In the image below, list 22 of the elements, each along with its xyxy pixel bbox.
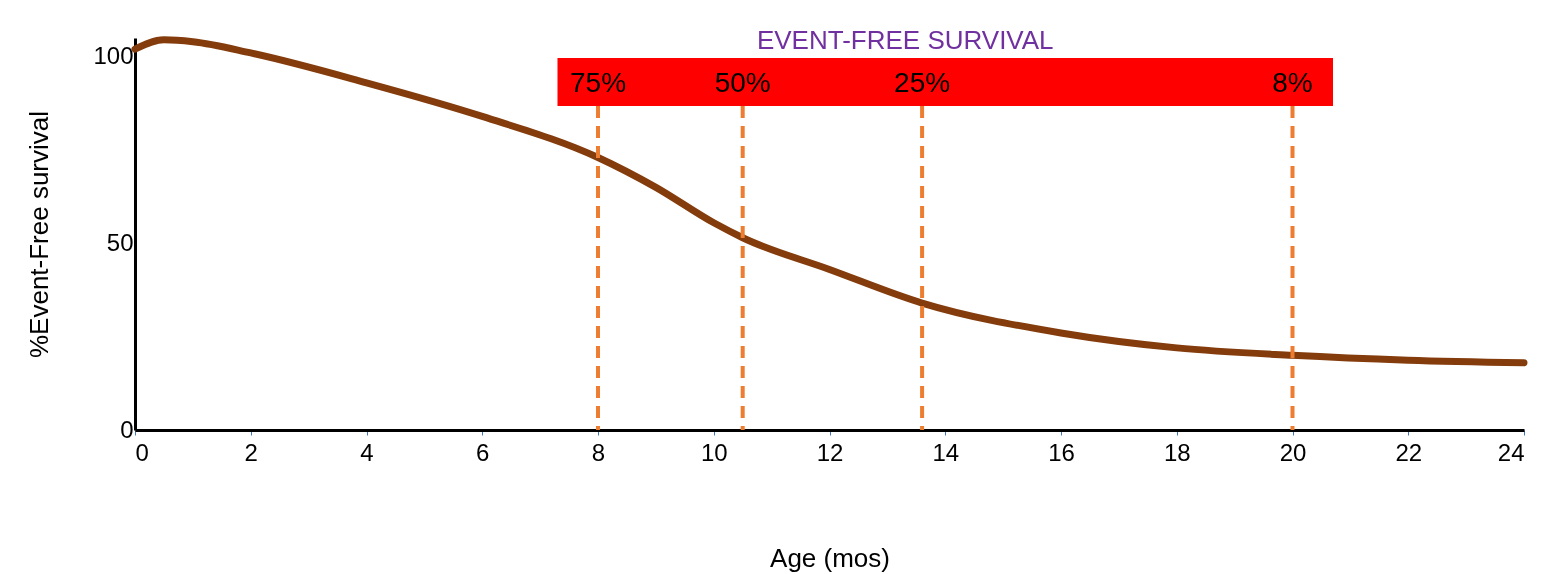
x-tick-label: 12 (816, 438, 844, 466)
x-tick-label: 4 (360, 438, 374, 466)
x-tick-label: 22 (1395, 438, 1423, 466)
y-tick-label: 0 (120, 415, 134, 443)
y-axis-title: %Event-Free survival (24, 110, 55, 359)
x-axis-title: Age (mos) (770, 542, 890, 573)
x-tick-label: 14 (932, 438, 960, 466)
annotation: 75% (569, 67, 627, 98)
annotation: 50% (714, 67, 771, 98)
x-tick-label: 24 (1497, 438, 1525, 466)
band-label: EVENT-FREE SURVIVAL (756, 25, 1054, 55)
x-tick-label: 20 (1279, 438, 1307, 466)
y-tick-label: 50 (106, 228, 134, 256)
x-tick-label: 18 (1163, 438, 1191, 466)
x-tick-label: 6 (476, 438, 490, 466)
x-tick-label: 10 (700, 438, 728, 466)
y-tick-label: 100 (93, 42, 134, 70)
x-tick-label: 8 (591, 438, 606, 466)
x-tick-label: 16 (1048, 438, 1075, 466)
annotation: 8% (1272, 67, 1313, 98)
x-tick-label: 2 (244, 438, 258, 466)
annotation: 25% (894, 67, 951, 98)
